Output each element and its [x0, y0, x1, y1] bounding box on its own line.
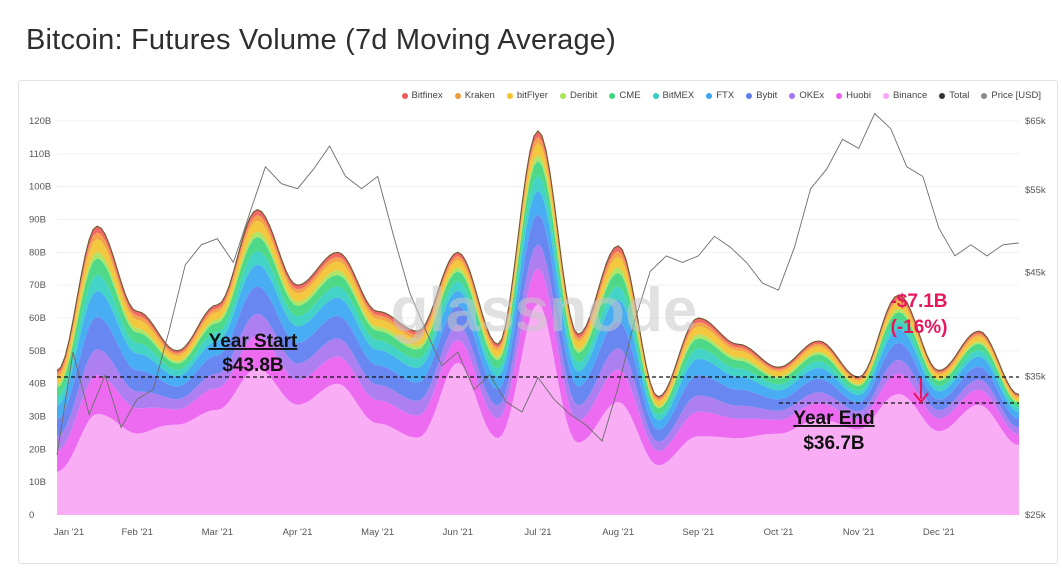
y2-tick-label: $65k [1025, 116, 1046, 127]
legend-item-ftx[interactable]: FTX [706, 90, 734, 101]
y2-tick-label: $45k [1025, 268, 1046, 279]
legend-label: OKEx [799, 90, 825, 101]
legend-dot-icon [939, 92, 946, 99]
x-tick-label: Sep '21 [682, 527, 714, 538]
legend-dot-icon [789, 92, 796, 99]
y2-tick-label: $25k [1025, 510, 1046, 521]
area-huobi [57, 268, 1019, 472]
area-binance [57, 303, 1019, 515]
annotations: Year Start $43.8B Year End $36.7B -$7.1B… [57, 291, 1019, 454]
legend-label: Huobi [846, 90, 871, 101]
x-tick-label: Dec '21 [923, 527, 955, 538]
watermark: glassnode [391, 276, 698, 345]
change-pct: (-16%) [890, 317, 947, 338]
legend-label: BitMEX [662, 90, 695, 101]
legend-dot-icon [882, 92, 889, 99]
y2-tick-label: $55k [1025, 185, 1046, 196]
x-tick-label: Aug '21 [602, 527, 634, 538]
y-tick-label: 100B [29, 182, 51, 193]
page-title: Bitcoin: Futures Volume (7d Moving Avera… [26, 24, 616, 56]
x-tick-label: Mar '21 [202, 527, 233, 538]
legend-item-okex[interactable]: OKEx [789, 90, 824, 101]
legend-dot-icon [401, 92, 408, 99]
legend-label: Price [USD] [991, 90, 1041, 101]
legend-dot-icon [981, 92, 988, 99]
legend-dot-icon [706, 92, 713, 99]
legend-item-deribit[interactable]: Deribit [559, 90, 598, 101]
y-tick-label: 10B [29, 477, 46, 488]
legend-label: Bybit [756, 90, 778, 101]
legend-item-cme[interactable]: CME [609, 90, 641, 101]
year-end-label: Year End [793, 408, 874, 429]
y-tick-label: 40B [29, 379, 46, 390]
x-tick-label: Oct '21 [764, 527, 794, 538]
legend-label: Total [949, 90, 970, 101]
y-tick-label: 110B [29, 149, 50, 160]
axes: 0 10B 20B 30B 40B 50B 60B 70B 80B 90B 100B 110B 120B… [29, 116, 1046, 538]
y-tick-label: 90B [29, 215, 46, 226]
y-tick-label: 30B [29, 412, 46, 423]
legend-dot-icon [454, 92, 461, 99]
change-value: -$7.1B [890, 291, 947, 312]
y-tick-label: 50B [29, 346, 46, 357]
x-tick-label: Jul '21 [524, 527, 551, 538]
legend-item-total[interactable]: Total [939, 90, 969, 101]
legend-item-bitfinex[interactable]: Bitfinex [401, 90, 443, 101]
y-tick-label: 120B [29, 116, 51, 127]
y2-tick-label: $35k [1025, 371, 1046, 382]
legend-item-price-usd[interactable]: Price [USD] [981, 90, 1041, 101]
y-tick-label: 70B [29, 280, 46, 291]
legend-label: Bitfinex [411, 90, 443, 101]
chart-legend: Bitfinex Kraken bitFlyer Deribit CME BitMEX FT… [401, 90, 1041, 101]
legend-dot-icon [746, 92, 753, 99]
x-tick-label: Nov '21 [843, 527, 875, 538]
year-end-value: $36.7B [803, 433, 864, 454]
legend-dot-icon [652, 92, 659, 99]
legend-label: CME [619, 90, 641, 101]
price-layer [56, 112, 1020, 456]
y-tick-label: 60B [29, 313, 46, 324]
legend-dot-icon [609, 92, 616, 99]
year-start-label: Year Start [209, 331, 298, 352]
chart-panel: Bitfinex Kraken bitFlyer Deribit CME BitMEX FT… [18, 80, 1058, 564]
legend-label: Binance [892, 90, 928, 101]
legend-item-bitflyer[interactable]: bitFlyer [506, 90, 548, 101]
y-tick-label: 0 [29, 510, 34, 521]
legend-item-bitmex[interactable]: BitMEX [652, 90, 695, 101]
x-tick-label: Jan '21 [54, 527, 84, 538]
x-tick-label: May '21 [361, 527, 394, 538]
legend-label: Kraken [464, 90, 495, 101]
legend-dot-icon [559, 92, 566, 99]
legend-label: Deribit [569, 90, 598, 101]
legend-item-huobi[interactable]: Huobi [836, 90, 871, 101]
legend-item-binance[interactable]: Binance [882, 90, 928, 101]
year-start-value: $43.8B [222, 355, 283, 376]
change-arrow-head [913, 392, 929, 404]
legend-dot-icon [836, 92, 843, 99]
legend-item-kraken[interactable]: Kraken [454, 90, 495, 101]
legend-label: bitFlyer [516, 90, 548, 101]
futures-volume-chart: 0 10B 20B 30B 40B 50B 60B 70B 80B 90B 100B 110B 120B… [29, 112, 1046, 538]
legend-label: FTX [716, 90, 735, 101]
x-tick-label: Jun '21 [443, 527, 473, 538]
legend-dot-icon [506, 92, 513, 99]
legend-item-bybit[interactable]: Bybit [746, 90, 777, 101]
y-tick-label: 80B [29, 247, 46, 258]
y-tick-label: 20B [29, 444, 46, 455]
x-tick-label: Apr '21 [283, 527, 313, 538]
x-tick-label: Feb '21 [121, 527, 152, 538]
price-line [56, 112, 1020, 456]
